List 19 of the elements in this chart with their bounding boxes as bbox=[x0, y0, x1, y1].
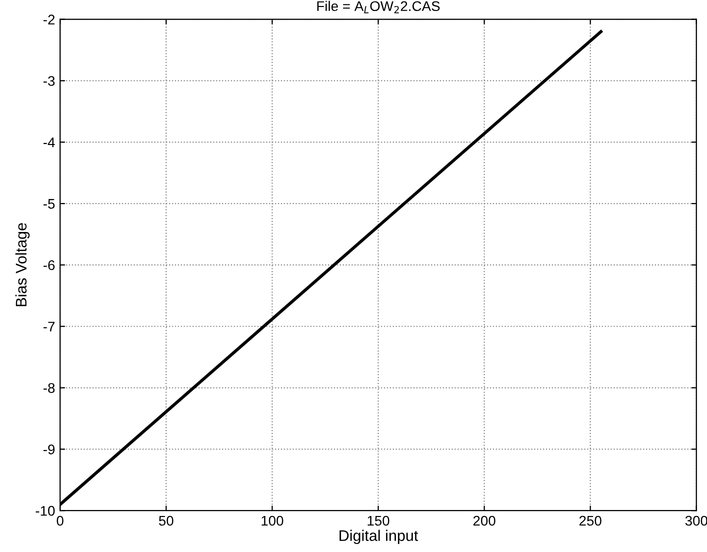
x-tick-label: 50 bbox=[158, 516, 174, 526]
y-tick-label: -6 bbox=[44, 260, 55, 270]
y-axis-title: Bias Voltage bbox=[15, 223, 30, 306]
y-tick-label: -2 bbox=[44, 14, 55, 24]
x-tick-label: 200 bbox=[473, 516, 496, 526]
y-tick-label: -4 bbox=[44, 138, 55, 148]
y-tick-label: -8 bbox=[44, 383, 55, 393]
y-tick-label: -10 bbox=[36, 506, 55, 516]
y-tick-label: -5 bbox=[44, 199, 55, 209]
x-tick-label: 250 bbox=[579, 516, 602, 526]
x-tick-label: 0 bbox=[56, 516, 64, 526]
y-tick-label: -7 bbox=[44, 322, 55, 332]
x-axis-title: Digital input bbox=[340, 530, 418, 544]
y-tick-label: -3 bbox=[44, 76, 55, 86]
y-tick-label: -9 bbox=[44, 444, 55, 454]
x-tick-label: 100 bbox=[262, 516, 284, 526]
x-tick-label: 300 bbox=[685, 516, 707, 526]
x-tick-label: 150 bbox=[368, 516, 390, 526]
chart-title: File = A$_{L}$OW$_{2}$2.CAS bbox=[317, 0, 440, 14]
